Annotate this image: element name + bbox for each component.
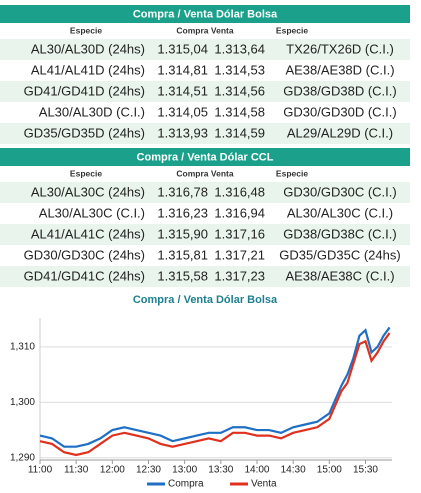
x-tick-label: 14:00 <box>244 465 269 476</box>
table-cell: 1.314,51 <box>157 83 208 98</box>
legend-label: Venta <box>251 479 277 490</box>
table-cell: 1.316,23 <box>157 205 208 220</box>
table-cell: 1.315,58 <box>157 268 208 283</box>
table-row <box>0 123 410 144</box>
table-cell: GD30/GD30D (C.I.) <box>283 104 396 119</box>
table-cell: AL29/AL29D (C.I.) <box>287 125 393 140</box>
column-header: Especie <box>276 25 308 35</box>
x-tick-label: 14:30 <box>281 465 306 476</box>
table-cell: 1.316,78 <box>157 184 208 199</box>
x-tick-label: 15:30 <box>353 465 378 476</box>
table-cell: GD41/GD41D (24hs) <box>24 83 145 98</box>
table-cell: GD35/GD35D (24hs) <box>24 125 145 140</box>
table-cell: 1.316,94 <box>214 205 265 220</box>
table-cell: GD38/GD38D (C.I.) <box>283 83 396 98</box>
table-cell: 1.314,05 <box>157 104 208 119</box>
table-row <box>0 60 410 81</box>
table-cell: GD30/GD30C (C.I.) <box>283 184 396 199</box>
table-cell: AL30/AL30D (24hs) <box>31 41 145 56</box>
table-cell: 1.314,59 <box>214 125 265 140</box>
y-tick-label: 1,310 <box>10 341 35 352</box>
table-cell: 1.314,56 <box>214 83 265 98</box>
table-row <box>0 182 410 203</box>
table-cell: 1.313,64 <box>214 41 265 56</box>
table-cell: GD38/GD38C (C.I.) <box>283 226 396 241</box>
column-header: Especie <box>276 168 308 178</box>
legend-label: Compra <box>168 479 204 490</box>
x-tick-label: 12:30 <box>136 465 161 476</box>
table-cell: 1.315,81 <box>157 247 208 262</box>
series-line <box>39 326 391 448</box>
table-row <box>0 245 410 266</box>
table-cell: 1.314,53 <box>214 62 265 77</box>
table-row <box>0 224 410 245</box>
y-tick-label: 1,300 <box>10 397 35 408</box>
table-cell: AL41/AL41C (24hs) <box>31 226 145 241</box>
series-line <box>39 332 391 457</box>
table-title-bar <box>0 148 410 166</box>
x-tick-label: 11:00 <box>28 465 53 476</box>
column-header: Compra Venta <box>176 168 233 178</box>
table-cell: 1.317,21 <box>214 247 265 262</box>
table-title: Compra / Venta Dólar Bolsa <box>133 8 278 20</box>
table-cell: AL30/AL30D (C.I.) <box>39 104 145 119</box>
table-cell: GD41/GD41C (24hs) <box>24 268 145 283</box>
table-cell: GD35/GD35C (24hs) <box>279 247 400 262</box>
x-tick-label: 12:00 <box>100 465 125 476</box>
table-cell: AL30/AL30C (C.I.) <box>39 205 145 220</box>
table-cell: AL30/AL30C (C.I.) <box>287 205 393 220</box>
table-cell: 1.316,48 <box>214 184 265 199</box>
table-cell: 1.314,81 <box>157 62 208 77</box>
column-header: Especie <box>70 25 102 35</box>
chart-title: Compra / Venta Dólar Bolsa <box>133 294 278 306</box>
x-tick-label: 15:00 <box>317 465 342 476</box>
table-row <box>0 39 410 60</box>
table-row <box>0 266 410 287</box>
x-tick-label: 11:30 <box>64 465 89 476</box>
table-cell: 1.313,93 <box>157 125 208 140</box>
table-cell: 1.315,90 <box>157 226 208 241</box>
table-row <box>0 81 410 102</box>
table-row <box>0 102 410 123</box>
column-header: Especie <box>70 168 102 178</box>
table-row <box>0 203 410 224</box>
table-cell: AL41/AL41D (24hs) <box>31 62 145 77</box>
table-title-bar <box>0 5 410 23</box>
table-cell: 1.315,04 <box>157 41 208 56</box>
table-cell: 1.314,58 <box>214 104 265 119</box>
table-cell: AE38/AE38C (C.I.) <box>285 268 394 283</box>
table-cell: TX26/TX26D (C.I.) <box>286 41 394 56</box>
x-tick-label: 13:00 <box>172 465 197 476</box>
x-tick-label: 13:30 <box>208 465 233 476</box>
table-cell: 1.317,16 <box>214 226 265 241</box>
column-header: Compra Venta <box>176 25 233 35</box>
table-title: Compra / Venta Dólar CCL <box>137 151 274 163</box>
table-cell: AL30/AL30C (24hs) <box>31 184 145 199</box>
table-cell: AE38/AE38D (C.I.) <box>285 62 394 77</box>
y-tick-label: 1,290 <box>10 452 35 463</box>
table-cell: GD30/GD30C (24hs) <box>24 247 145 262</box>
table-cell: 1.317,23 <box>214 268 265 283</box>
